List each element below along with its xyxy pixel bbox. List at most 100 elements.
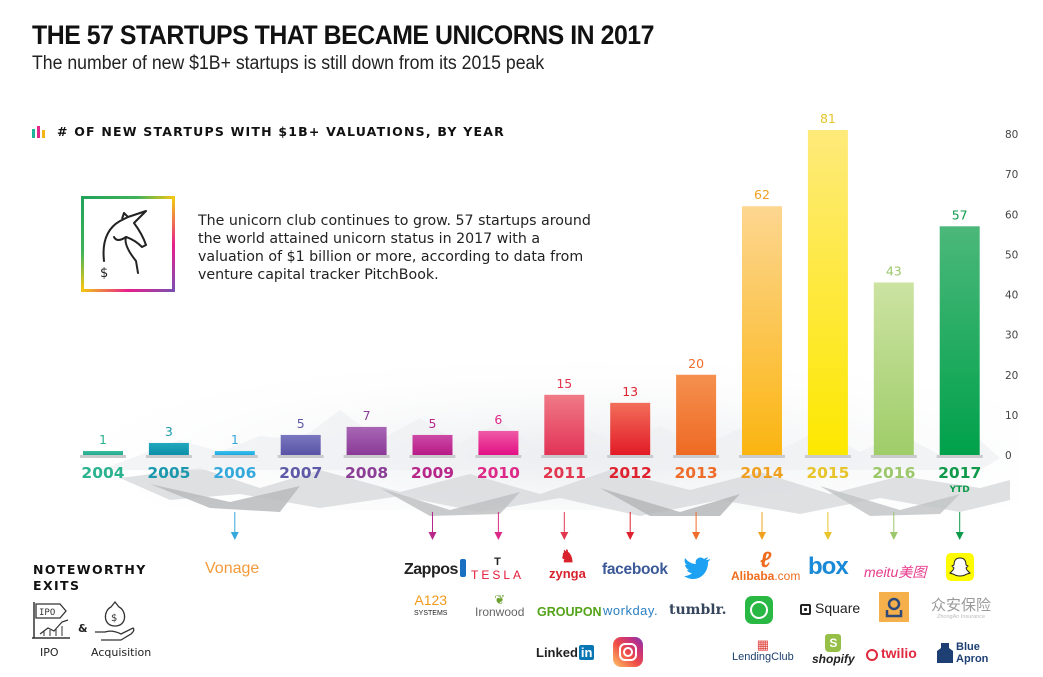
arrow-head-2011	[560, 532, 569, 540]
logo-snapchat	[946, 553, 974, 581]
bar-2017	[939, 226, 980, 455]
logo-vonage-text: Vonage	[205, 560, 260, 577]
y-tick-label: 20	[1005, 370, 1018, 382]
backdrop-facet	[380, 488, 520, 516]
bar-chart-icon	[32, 125, 45, 138]
value-label-2005: 3	[165, 424, 173, 439]
logo-zhongan-sub: ZhongAn Insurance	[937, 614, 986, 620]
logo-zhongan: 众安保险 ZhongAn Insurance	[931, 598, 991, 621]
y-tick-label: 30	[1005, 330, 1018, 342]
backdrop-facet	[120, 468, 1010, 516]
arrow-head-2015	[823, 532, 832, 540]
category-label-2016: 2016	[872, 464, 915, 482]
svg-text:$: $	[100, 266, 108, 281]
arrow-head-2014	[758, 532, 766, 540]
callout-icon-box: $	[81, 196, 175, 292]
value-label-2004: 1	[99, 432, 107, 447]
bar-2008	[346, 426, 387, 455]
bar-2016	[873, 282, 914, 455]
category-label-2010: 2010	[477, 464, 520, 482]
backdrop-facet	[150, 484, 300, 512]
value-label-2012: 13	[622, 384, 638, 399]
category-label-2006: 2006	[213, 464, 256, 482]
bar-2007	[280, 434, 321, 455]
logo-a123: A123 SYSTEMS	[414, 592, 448, 620]
logo-tesla-text: TESLA	[471, 568, 525, 582]
bar-2015	[807, 129, 848, 456]
chart-header-label: # OF NEW STARTUPS WITH $1B+ VALUATIONS, …	[57, 124, 505, 139]
bar-2006	[214, 450, 255, 455]
bar-2009	[412, 434, 453, 455]
logo-blue-apron: Blue Apron	[936, 641, 988, 665]
bar-base	[145, 455, 192, 458]
bar-base	[870, 455, 917, 458]
logo-blue-apron-text1: Blue	[956, 641, 980, 653]
logo-linkedin: Linked in	[536, 645, 595, 660]
category-sublabel-2017: YTD	[949, 485, 970, 495]
acquisition-label: Acquisition	[91, 646, 152, 659]
category-label-2013: 2013	[675, 464, 718, 482]
category-label-2007: 2007	[279, 464, 322, 482]
bar-base	[739, 455, 785, 458]
noteworthy-exits-title: NOTEWORTHY EXITS	[33, 562, 147, 594]
arrow-head-2009	[428, 532, 437, 540]
bar-2004	[83, 450, 123, 455]
logo-tumblr: tumblr.	[669, 602, 727, 618]
bar-2010	[478, 430, 519, 455]
logo-ironwood: ❦ Ironwood	[475, 592, 525, 619]
logo-lendingclub-text: LendingClub	[732, 651, 794, 663]
y-tick-label: 40	[1005, 290, 1018, 302]
bar-base	[607, 455, 654, 458]
svg-text:$: $	[111, 613, 117, 624]
logo-alibaba-suffix: .com	[774, 569, 801, 583]
ampersand: &	[78, 622, 88, 635]
arrow-head-2006	[230, 532, 239, 540]
logo-meitu: meitu美图	[864, 562, 926, 582]
arrow-head-2013	[692, 532, 701, 540]
value-label-2015: 81	[820, 111, 836, 126]
apron-icon	[937, 643, 953, 663]
category-label-2015: 2015	[806, 464, 849, 482]
logo-map-pin-app	[879, 592, 909, 622]
y-tick-label: 50	[1005, 249, 1018, 261]
unicorn-dollar-icon: $	[100, 210, 147, 281]
value-label-2010: 6	[494, 412, 502, 427]
value-label-2014: 62	[754, 187, 770, 202]
bar-base	[541, 455, 588, 458]
logo-alibaba-text: Alibaba	[731, 569, 775, 583]
logo-shopify-text: shopify	[812, 652, 855, 666]
logo-zappos: Zappos	[404, 559, 466, 579]
exits-title-line2: EXITS	[33, 578, 81, 593]
bar-2012	[610, 402, 651, 455]
logo-vonage: Vonage	[205, 560, 259, 578]
value-label-2013: 20	[688, 356, 704, 371]
logo-facebook: facebook	[602, 561, 668, 579]
logo-zynga-text: zynga	[549, 566, 586, 581]
bar-2005	[148, 442, 189, 455]
logo-zhongan-text: 众安保险	[931, 597, 992, 614]
logo-a123-text: A123	[414, 592, 448, 608]
y-tick-label: 0	[1005, 450, 1012, 462]
value-label-2011: 15	[556, 376, 572, 391]
page-title: THE 57 STARTUPS THAT BECAME UNICORNS IN …	[32, 20, 655, 50]
bar-base	[936, 455, 983, 458]
logo-linkedin-text: Linked	[536, 645, 578, 660]
logo-ironwood-text: Ironwood	[475, 605, 525, 619]
bar-2013	[676, 374, 717, 455]
y-tick-label: 10	[1005, 410, 1018, 422]
logo-square: Square	[800, 600, 860, 616]
logo-twilio-text: twilio	[881, 645, 917, 661]
chart-header: # OF NEW STARTUPS WITH $1B+ VALUATIONS, …	[32, 124, 505, 139]
y-tick-label: 70	[1005, 169, 1018, 181]
y-axis: 0 10 20 30 40 50 60 70 80	[1005, 129, 1018, 462]
logo-twitter	[683, 556, 711, 587]
arrow-head-2010	[494, 532, 503, 540]
logo-blue-apron-text2: Apron	[956, 653, 989, 665]
bar-base	[673, 455, 720, 458]
bar-2014	[742, 206, 782, 455]
logo-twilio: twilio	[866, 645, 917, 661]
exits-title-line1: NOTEWORTHY	[33, 562, 147, 577]
bar-base	[343, 455, 390, 458]
logo-linkedin-badge: in	[578, 645, 595, 660]
ghost-icon	[949, 557, 971, 577]
